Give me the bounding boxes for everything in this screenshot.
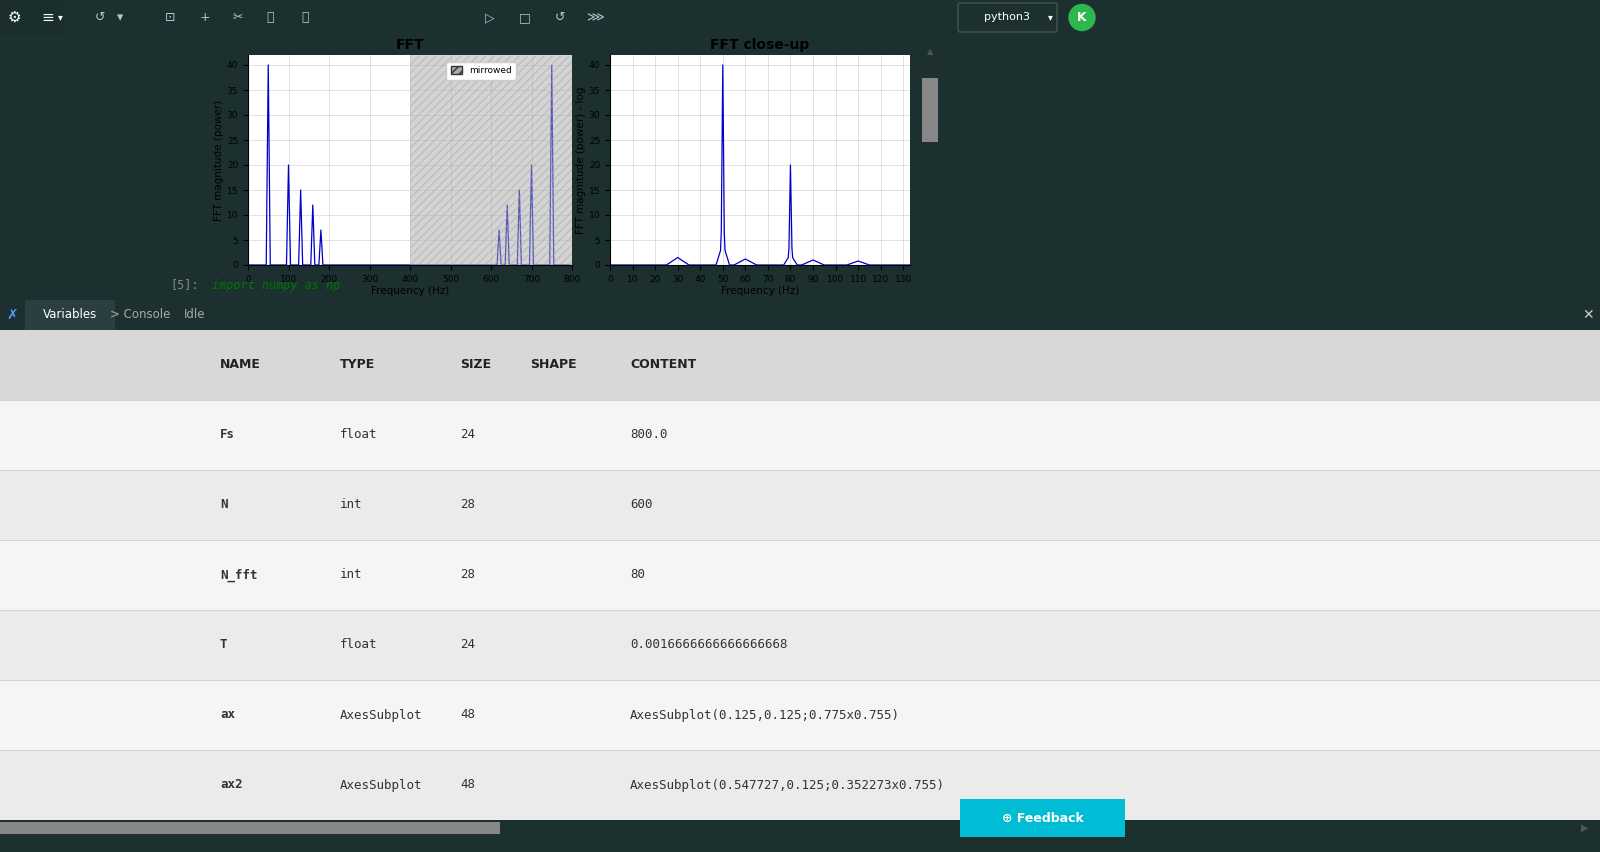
Bar xyxy=(0,470,1600,540)
Text: □: □ xyxy=(518,11,531,24)
Text: 24: 24 xyxy=(461,429,475,441)
Text: SIZE: SIZE xyxy=(461,359,491,371)
Bar xyxy=(0,330,1600,400)
Text: float: float xyxy=(339,638,378,652)
Text: AxesSubplot: AxesSubplot xyxy=(339,709,422,722)
Text: ▼: ▼ xyxy=(926,555,933,564)
Text: 0.0016666666666666668: 0.0016666666666666668 xyxy=(630,638,787,652)
Text: 28: 28 xyxy=(461,568,475,582)
Bar xyxy=(410,55,573,265)
Text: > Console: > Console xyxy=(110,308,170,321)
Text: Variables: Variables xyxy=(43,308,98,321)
Text: python3: python3 xyxy=(984,13,1030,22)
Text: ⚙: ⚙ xyxy=(6,10,21,25)
Bar xyxy=(0,610,1600,680)
Text: ✗: ✗ xyxy=(6,308,18,322)
Text: AxesSubplot: AxesSubplot xyxy=(339,779,422,792)
Text: ▷: ▷ xyxy=(485,11,494,24)
Circle shape xyxy=(1069,4,1094,31)
Text: import numpy as np: import numpy as np xyxy=(211,279,341,291)
Bar xyxy=(0,821,499,833)
FancyBboxPatch shape xyxy=(958,3,1058,32)
Text: Fs: Fs xyxy=(221,429,235,441)
Text: 28: 28 xyxy=(461,498,475,511)
Text: ▾: ▾ xyxy=(117,11,123,24)
Text: N: N xyxy=(221,498,227,511)
Y-axis label: FFT magnitude (power) - log: FFT magnitude (power) - log xyxy=(576,86,586,233)
Text: int: int xyxy=(339,498,363,511)
X-axis label: Frequency (Hz): Frequency (Hz) xyxy=(722,286,798,296)
Text: SHAPE: SHAPE xyxy=(530,359,576,371)
Bar xyxy=(0,540,1600,610)
Text: AxesSubplot(0.547727,0.125;0.352273x0.755): AxesSubplot(0.547727,0.125;0.352273x0.75… xyxy=(630,779,946,792)
Text: ↺: ↺ xyxy=(555,11,565,24)
Bar xyxy=(0,680,1600,750)
Bar xyxy=(0,0,66,35)
Text: 24: 24 xyxy=(461,638,475,652)
Text: ✕: ✕ xyxy=(1582,308,1594,322)
Bar xyxy=(0,400,1600,470)
Text: [5]:: [5]: xyxy=(170,279,198,291)
Text: 48: 48 xyxy=(461,779,475,792)
Text: 600: 600 xyxy=(630,498,653,511)
Text: NAME: NAME xyxy=(221,359,261,371)
Text: 48: 48 xyxy=(461,709,475,722)
Text: ▲: ▲ xyxy=(926,47,933,55)
Text: +: + xyxy=(200,11,210,24)
Text: ▾: ▾ xyxy=(58,13,62,22)
Text: ⊕ Feedback: ⊕ Feedback xyxy=(1002,811,1083,825)
Text: ax: ax xyxy=(221,709,235,722)
Text: 80: 80 xyxy=(630,568,645,582)
Text: float: float xyxy=(339,429,378,441)
Text: K: K xyxy=(1077,11,1086,24)
Legend: mirrowed: mirrowed xyxy=(446,61,517,79)
Text: ✂: ✂ xyxy=(232,11,243,24)
Text: ⊡: ⊡ xyxy=(165,11,176,24)
Text: 📋: 📋 xyxy=(301,11,309,24)
Text: ▶: ▶ xyxy=(1581,822,1589,832)
Bar xyxy=(0,750,1600,820)
Text: CONTENT: CONTENT xyxy=(630,359,696,371)
Text: ⋙: ⋙ xyxy=(586,11,603,24)
Text: TYPE: TYPE xyxy=(339,359,376,371)
Text: ≡: ≡ xyxy=(42,10,54,25)
Text: N_fft: N_fft xyxy=(221,568,258,582)
Bar xyxy=(26,300,115,330)
FancyBboxPatch shape xyxy=(952,797,1133,839)
Text: Idle: Idle xyxy=(184,308,206,321)
X-axis label: Frequency (Hz): Frequency (Hz) xyxy=(371,286,450,296)
Title: FFT close-up: FFT close-up xyxy=(710,38,810,53)
Text: int: int xyxy=(339,568,363,582)
Text: T: T xyxy=(221,638,227,652)
Text: ↺: ↺ xyxy=(94,11,106,24)
Text: 800.0: 800.0 xyxy=(630,429,667,441)
Text: AxesSubplot(0.125,0.125;0.775x0.755): AxesSubplot(0.125,0.125;0.775x0.755) xyxy=(630,709,899,722)
Text: ▾: ▾ xyxy=(1048,13,1053,22)
Bar xyxy=(922,78,938,142)
Y-axis label: FFT magnitude (power): FFT magnitude (power) xyxy=(214,100,224,221)
Text: ax2: ax2 xyxy=(221,779,243,792)
Title: FFT: FFT xyxy=(395,38,424,53)
Text: ⧉: ⧉ xyxy=(266,11,274,24)
